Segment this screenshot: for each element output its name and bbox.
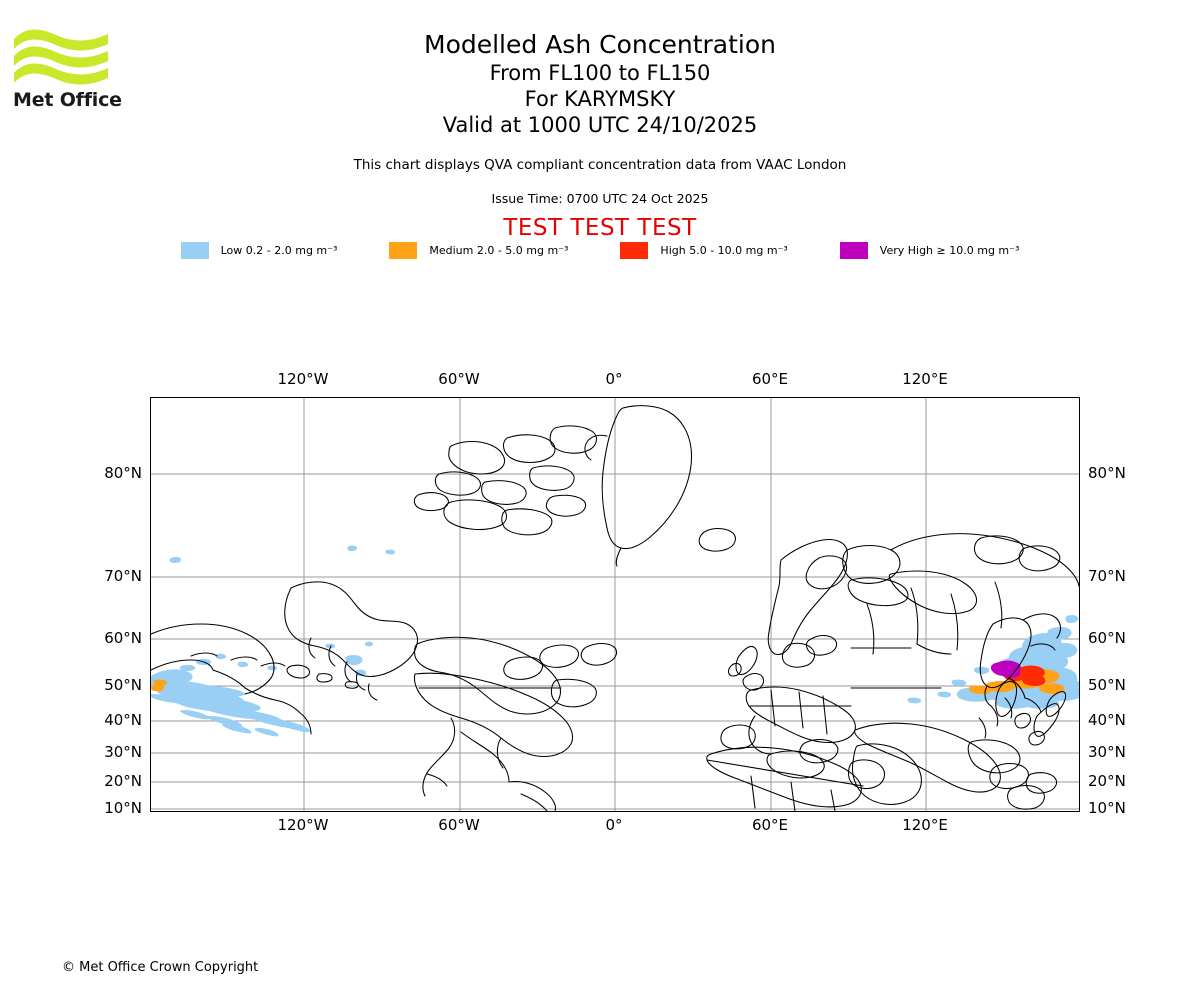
- lat-label-right-30n: 30°N: [1088, 743, 1126, 761]
- lat-label-right-40n: 40°N: [1088, 711, 1126, 729]
- logo-waves-icon: [14, 29, 108, 85]
- legend-spacer: [568, 250, 620, 251]
- volcano-subtitle: For KARYMSKY: [524, 87, 676, 111]
- legend-swatch-high: [620, 242, 649, 259]
- legend-label-high: High 5.0 - 10.0 mg m⁻³: [660, 244, 788, 257]
- lat-label-right-60n: 60°N: [1088, 629, 1126, 647]
- copyright-text: © Met Office Crown Copyright: [62, 960, 259, 975]
- legend-entry-very-high: Very High ≥ 10.0 mg m⁻³: [839, 242, 1020, 259]
- legend-label-very-high: Very High ≥ 10.0 mg m⁻³: [879, 244, 1020, 257]
- lat-label-right-10n: 10°N: [1088, 799, 1126, 817]
- legend-entry-low: Low 0.2 - 2.0 mg m⁻³: [180, 242, 338, 259]
- test-banner: TEST TEST TEST: [503, 215, 697, 241]
- lon-label-top-60e: 60°E: [751, 370, 789, 388]
- legend-label-medium: Medium 2.0 - 5.0 mg m⁻³: [429, 244, 569, 257]
- lon-label-top-120e: 120°E: [902, 370, 948, 388]
- lon-label-top-60w: 60°W: [438, 370, 480, 388]
- lat-label-left-20n: 20°N: [104, 772, 142, 790]
- lon-label-bottom-120e: 120°E: [902, 816, 948, 834]
- logo-text: Met Office: [13, 89, 122, 111]
- qva-compliance-note: This chart displays QVA compliant concen…: [353, 157, 847, 173]
- map-coastlines: [151, 405, 1079, 811]
- lon-label-top-120w: 120°W: [277, 370, 329, 388]
- page-title: Modelled Ash Concentration: [424, 30, 776, 59]
- lon-label-top-0: 0°: [605, 370, 623, 388]
- legend-label-low: Low 0.2 - 2.0 mg m⁻³: [220, 244, 338, 257]
- lon-label-bottom-120w: 120°W: [277, 816, 329, 834]
- legend-entry-medium: Medium 2.0 - 5.0 mg m⁻³: [389, 242, 568, 259]
- issue-time-text: Issue Time: 0700 UTC 24 Oct 2025: [491, 191, 709, 206]
- lat-label-left-50n: 50°N: [104, 676, 142, 694]
- lat-label-right-50n: 50°N: [1088, 676, 1126, 694]
- lon-label-bottom-0: 0°: [605, 816, 623, 834]
- lat-label-left-10n: 10°N: [104, 799, 142, 817]
- ash-plume-low: [151, 545, 1079, 737]
- title-block: Modelled Ash Concentration From FL100 to…: [0, 30, 1200, 138]
- map-canvas: [151, 398, 1079, 811]
- lat-label-right-20n: 20°N: [1088, 772, 1126, 790]
- map-frame: [150, 397, 1080, 812]
- legend-spacer: [337, 250, 389, 251]
- valid-time-subtitle: Valid at 1000 UTC 24/10/2025: [442, 113, 758, 137]
- legend-swatch-low: [180, 242, 209, 259]
- lat-label-left-70n: 70°N: [104, 567, 142, 585]
- lon-label-bottom-60w: 60°W: [438, 816, 480, 834]
- lat-label-left-80n: 80°N: [104, 464, 142, 482]
- lon-label-bottom-60e: 60°E: [751, 816, 789, 834]
- flight-level-subtitle: From FL100 to FL150: [489, 61, 711, 85]
- lat-label-right-80n: 80°N: [1088, 464, 1126, 482]
- legend-spacer: [788, 250, 840, 251]
- lat-label-right-70n: 70°N: [1088, 567, 1126, 585]
- met-office-logo: Met Office: [12, 26, 122, 118]
- concentration-legend: Low 0.2 - 2.0 mg m⁻³ Medium 2.0 - 5.0 mg…: [0, 242, 1200, 259]
- legend-entry-high: High 5.0 - 10.0 mg m⁻³: [620, 242, 788, 259]
- lat-label-left-60n: 60°N: [104, 629, 142, 647]
- map-graticule: [151, 398, 1079, 811]
- lat-label-left-30n: 30°N: [104, 743, 142, 761]
- legend-swatch-medium: [389, 242, 418, 259]
- legend-swatch-very-high: [839, 242, 868, 259]
- ash-concentration-map[interactable]: [150, 397, 1080, 812]
- lat-label-left-40n: 40°N: [104, 711, 142, 729]
